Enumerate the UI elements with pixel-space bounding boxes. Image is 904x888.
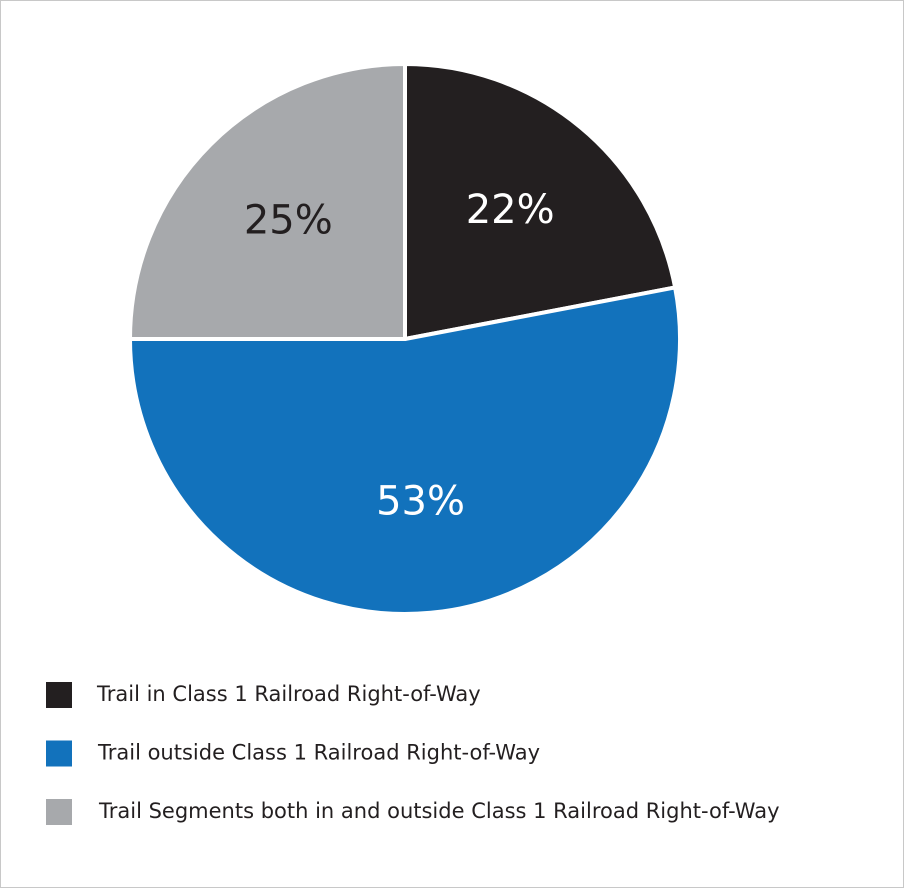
data-label: 22% [466,187,555,233]
legend-swatch [46,740,72,767]
legend-swatch [46,799,72,825]
legend-label: Trail outside Class 1 Railroad Right-of-… [97,741,540,765]
legend-label: Trail Segments both in and outside Class… [98,799,780,823]
data-label: 53% [376,478,465,524]
pie-slice [128,62,407,341]
pie-slice [128,285,682,616]
legend-label: Trail in Class 1 Railroad Right-of-Way [96,682,481,706]
legend-swatch [46,682,72,708]
data-label: 25% [244,197,333,243]
pie-slice [403,62,678,341]
